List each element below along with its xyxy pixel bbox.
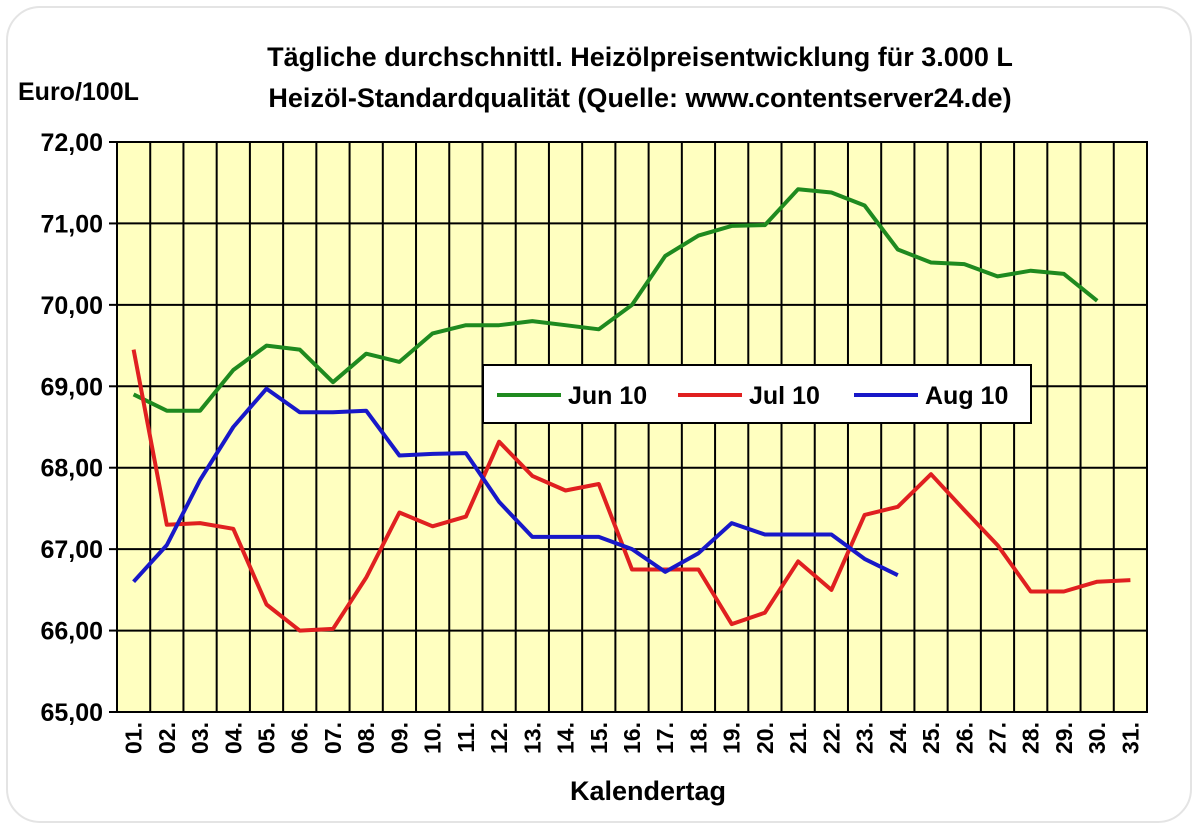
x-axis-ticks: 01. 02. 03. 04. 05. 06. 07. 08. 09. 10. 11. 12. 13. 1… <box>121 722 1144 754</box>
x-tick-label: 04. <box>220 722 246 754</box>
legend-label-aug: Aug 10 <box>925 382 1008 410</box>
x-tick-label: 15. <box>586 722 612 754</box>
x-tick-label: 11. <box>453 722 479 753</box>
y-tick-label: 65,00 <box>40 699 103 727</box>
x-tick-label: 22. <box>818 722 844 754</box>
legend: Jun 10 Jul 10 Aug 10 <box>482 364 1032 424</box>
y-tick-label: 70,00 <box>40 292 103 320</box>
chart-subtitle: Heizöl-Standardqualität (Quelle: www.con… <box>268 83 1011 113</box>
x-tick-label: 29. <box>1051 722 1077 754</box>
x-tick-label: 07. <box>320 722 346 754</box>
series-lines <box>131 187 1131 633</box>
x-tick-label: 28. <box>1018 722 1044 754</box>
x-tick-label: 02. <box>154 722 180 754</box>
y-tick-label: 67,00 <box>40 536 103 564</box>
series-line-jul-10 <box>131 349 1131 633</box>
x-tick-label: 26. <box>951 722 977 754</box>
x-tick-label: 01. <box>121 722 147 754</box>
x-tick-label: 24. <box>885 722 911 754</box>
x-tick-label: 17. <box>652 722 678 754</box>
plot-area <box>116 141 1148 713</box>
x-tick-label: 14. <box>553 722 579 754</box>
x-tick-label: 23. <box>852 722 878 754</box>
x-tick-label: 06. <box>287 722 313 754</box>
series-line-aug-10 <box>132 386 899 584</box>
x-tick-label: 20. <box>752 722 778 754</box>
x-tick-label: 16. <box>619 722 645 754</box>
x-tick-label: 03. <box>187 722 213 754</box>
y-tick-label: 72,00 <box>40 129 103 157</box>
x-tick-label: 27. <box>984 722 1010 754</box>
x-tick-label: 12. <box>486 722 512 754</box>
x-axis-label: Kalendertag <box>570 776 726 806</box>
x-tick-label: 25. <box>918 722 944 754</box>
legend-box <box>482 364 1032 424</box>
x-tick-label: 31. <box>1117 722 1143 754</box>
y-axis-ticks: 65,00 66,00 67,00 68,00 69,00 70,00 71,00 72,00 <box>40 129 117 727</box>
y-tick-label: 68,00 <box>40 455 103 483</box>
x-tick-label: 30. <box>1084 722 1110 754</box>
x-tick-label: 19. <box>719 722 745 754</box>
x-tick-label: 08. <box>353 722 379 754</box>
x-tick-label: 13. <box>519 722 545 754</box>
x-tick-label: 18. <box>685 722 711 754</box>
y-axis-unit-label: Euro/100L <box>18 78 139 106</box>
y-tick-label: 69,00 <box>40 373 103 401</box>
chart-title: Tägliche durchschnittl. Heizölpreisentwi… <box>267 42 1013 72</box>
x-tick-label: 09. <box>386 722 412 754</box>
legend-label-jul: Jul 10 <box>749 382 820 410</box>
x-tick-label: 21. <box>785 722 811 754</box>
x-tick-label: 05. <box>254 722 280 754</box>
y-tick-label: 71,00 <box>40 210 103 238</box>
y-tick-label: 66,00 <box>40 618 103 646</box>
series-line-jun-10 <box>132 187 1099 413</box>
legend-label-jun: Jun 10 <box>568 382 647 410</box>
x-tick-label: 10. <box>420 722 446 754</box>
